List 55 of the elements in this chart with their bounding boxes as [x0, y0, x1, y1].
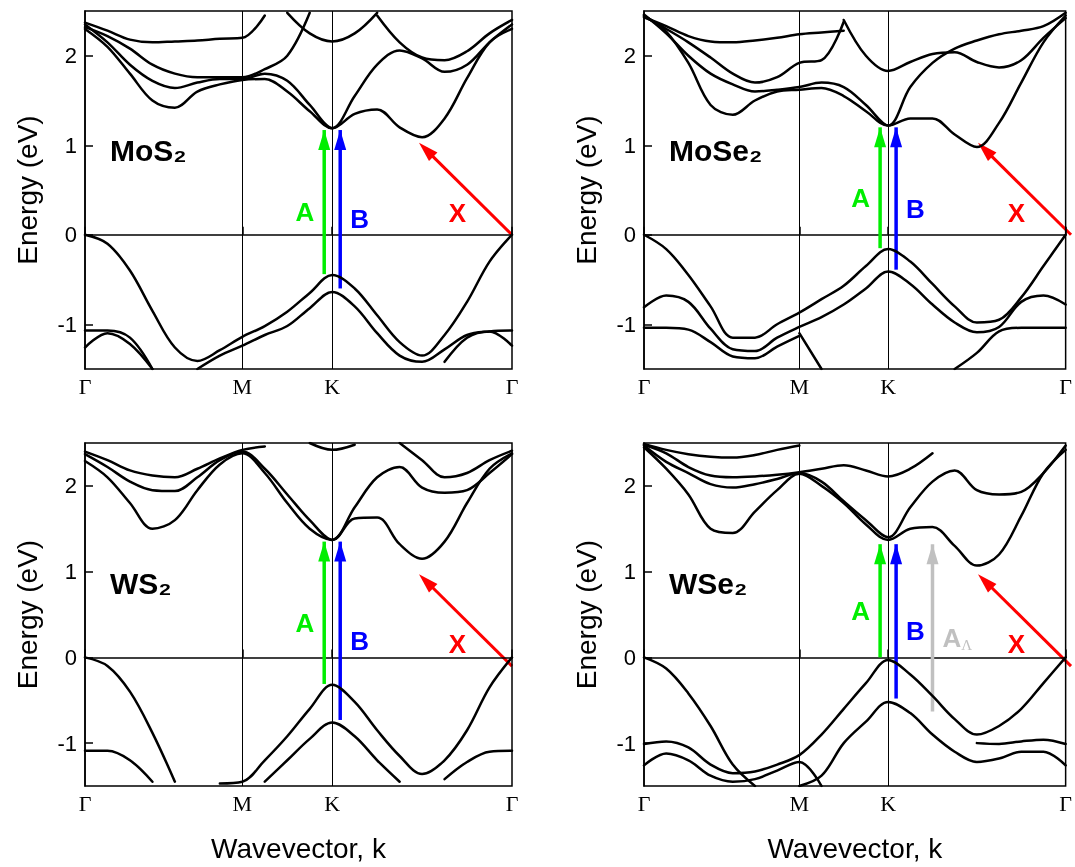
annotation: X — [448, 197, 467, 228]
y-tick-label: 0 — [64, 644, 77, 670]
series-label: A — [851, 595, 871, 626]
series-label: A — [295, 197, 315, 228]
x-tick-label: K — [880, 373, 897, 399]
text: MoSe₂ — [669, 133, 763, 167]
x-tick-label: Γ — [78, 373, 92, 399]
x-tick-label: Γ — [1059, 790, 1073, 816]
series-label: A — [851, 182, 871, 213]
y-tick-label: 1 — [64, 132, 77, 158]
x-tick-label: Γ — [637, 790, 651, 816]
x-tick-label: Γ — [1059, 373, 1073, 399]
y-tick-label: 2 — [623, 43, 636, 69]
x-tick-label: M — [789, 373, 810, 399]
y-axis-title: Energy (eV) — [11, 539, 43, 690]
series-label: B — [350, 204, 369, 235]
y-tick-label: -1 — [616, 730, 636, 756]
x-tick-label: K — [324, 790, 341, 816]
x-tick-label: Γ — [78, 790, 92, 816]
y-tick-label: -1 — [616, 311, 636, 337]
y-tick-label: 0 — [623, 644, 636, 670]
x-tick-label: K — [324, 373, 341, 399]
series-label: A — [295, 607, 315, 638]
series-label: B — [350, 625, 369, 656]
series-label: B — [906, 193, 925, 224]
y-tick-label: 0 — [64, 222, 77, 248]
y-tick-label: 1 — [623, 559, 636, 585]
annotation: X — [448, 629, 467, 660]
y-tick-label: 1 — [64, 559, 77, 585]
y-axis-title: Energy (eV) — [570, 115, 602, 265]
annotation: X — [1007, 197, 1026, 228]
y-tick-label: 2 — [64, 43, 77, 69]
series-label: AΛ — [942, 622, 973, 653]
x-tick-label: Γ — [505, 373, 519, 399]
y-axis-title: Energy (eV) — [570, 539, 602, 690]
y-tick-label: 2 — [64, 473, 77, 499]
x-tick-label: K — [880, 790, 897, 816]
x-tick-label: Γ — [505, 790, 519, 816]
y-axis-title: Energy (eV) — [11, 115, 43, 265]
y-tick-label: 1 — [623, 132, 636, 158]
x-tick-label: M — [232, 373, 253, 399]
x-axis-title: Wavevector, k — [767, 832, 944, 864]
x-tick-label: M — [232, 790, 253, 816]
text: WS₂ — [110, 566, 172, 600]
annotation: X — [1007, 629, 1026, 660]
y-tick-label: 0 — [623, 222, 636, 248]
x-axis-title: Wavevector, k — [211, 832, 387, 864]
x-tick-label: Γ — [637, 373, 651, 399]
text: MoS₂ — [110, 133, 187, 167]
y-tick-label: 2 — [623, 473, 636, 499]
text: WSe₂ — [669, 566, 748, 600]
y-tick-label: -1 — [57, 311, 77, 337]
y-tick-label: -1 — [57, 730, 77, 756]
x-tick-label: M — [789, 790, 810, 816]
series-label: B — [906, 616, 925, 647]
